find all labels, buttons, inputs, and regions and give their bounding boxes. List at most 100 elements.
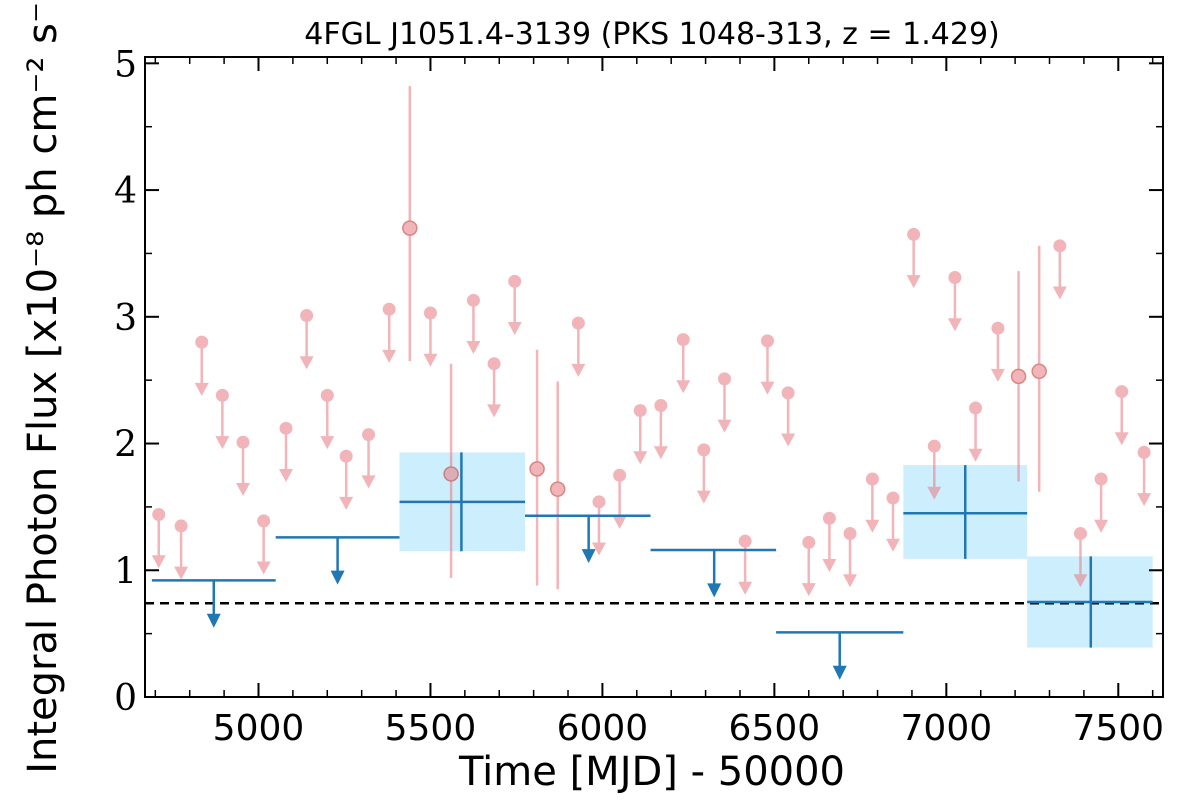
plot-background bbox=[145, 57, 1163, 697]
short-ul-marker bbox=[991, 321, 1005, 335]
short-bin-point-46 bbox=[1114, 385, 1129, 446]
short-ul-arrow bbox=[822, 559, 837, 572]
short-ul-marker bbox=[320, 388, 334, 402]
y-tick-label: 4 bbox=[114, 171, 137, 212]
short-ul-arrow bbox=[927, 486, 942, 500]
short-ul-arrow bbox=[717, 419, 732, 433]
short-bin-point-21 bbox=[591, 495, 606, 556]
data-marks bbox=[145, 86, 1163, 680]
short-bin-point-9 bbox=[339, 449, 354, 510]
short-ul-marker bbox=[382, 302, 396, 316]
short-bin-point-29 bbox=[760, 334, 775, 395]
y-tick-label: 1 bbox=[114, 551, 137, 592]
short-bin-point-16 bbox=[487, 357, 502, 418]
short-bin-point-37 bbox=[927, 439, 942, 500]
short-ul-arrow bbox=[151, 555, 166, 569]
long-ul-arrow bbox=[206, 613, 221, 628]
short-ul-arrow bbox=[571, 363, 586, 377]
short-ul-arrow bbox=[466, 341, 481, 355]
short-ul-arrow bbox=[968, 448, 983, 462]
short-ul-marker bbox=[654, 399, 668, 413]
y-tick-label: 3 bbox=[114, 298, 137, 339]
x-axis-label: Time [MJD] - 50000 bbox=[458, 749, 845, 795]
short-bin-point-43 bbox=[1052, 239, 1067, 300]
short-bin-point-18 bbox=[529, 349, 545, 586]
short-bin-point-47 bbox=[1137, 445, 1152, 507]
short-ul-marker bbox=[802, 535, 816, 549]
short-bin-point-31 bbox=[801, 535, 816, 597]
short-ul-arrow bbox=[236, 482, 251, 496]
short-bin-point-24 bbox=[653, 399, 668, 460]
short-ul-arrow bbox=[633, 451, 648, 465]
short-detection-marker bbox=[1010, 368, 1027, 385]
short-ul-marker bbox=[339, 449, 353, 463]
short-bin-point-23 bbox=[633, 404, 648, 465]
long-ul-arrow bbox=[707, 583, 722, 598]
long-bin-point-5 bbox=[776, 631, 904, 680]
short-ul-marker bbox=[781, 386, 795, 400]
short-ul-arrow bbox=[591, 542, 606, 556]
short-ul-arrow bbox=[174, 566, 189, 580]
short-bin-point-2 bbox=[194, 335, 209, 396]
short-ul-marker bbox=[466, 293, 480, 307]
short-ul-arrow bbox=[339, 496, 354, 510]
short-bin-point-32 bbox=[822, 511, 837, 572]
long-bin-point-1 bbox=[275, 536, 400, 585]
short-ul-marker bbox=[886, 491, 900, 505]
short-bin-point-27 bbox=[717, 372, 732, 433]
short-ul-marker bbox=[1115, 385, 1129, 399]
short-ul-marker bbox=[487, 357, 501, 371]
short-ul-marker bbox=[279, 421, 293, 435]
short-ul-marker bbox=[236, 435, 250, 449]
short-bin-point-41 bbox=[1010, 271, 1027, 482]
short-ul-marker bbox=[592, 495, 606, 509]
short-ul-marker bbox=[257, 514, 271, 528]
short-ul-arrow bbox=[676, 380, 691, 394]
short-ul-arrow bbox=[886, 538, 901, 552]
plot-area bbox=[145, 57, 1163, 697]
short-ul-arrow bbox=[1052, 286, 1067, 300]
long-bin-point-2 bbox=[399, 452, 526, 552]
short-ul-marker bbox=[1094, 472, 1108, 486]
short-bin-point-44 bbox=[1073, 527, 1088, 588]
short-ul-arrow bbox=[781, 433, 796, 447]
short-bin-point-8 bbox=[320, 388, 335, 450]
short-ul-arrow bbox=[320, 436, 335, 450]
short-bin-point-25 bbox=[676, 333, 691, 394]
short-bin-point-6 bbox=[279, 421, 294, 483]
short-ul-marker bbox=[718, 372, 732, 386]
short-bin-point-4 bbox=[236, 435, 251, 496]
short-ul-marker bbox=[738, 534, 752, 548]
short-ul-arrow bbox=[256, 561, 271, 575]
short-bin-point-3 bbox=[215, 388, 230, 450]
short-bin-point-17 bbox=[507, 274, 522, 336]
short-ul-marker bbox=[571, 316, 585, 330]
short-bin-point-42 bbox=[1031, 245, 1047, 492]
short-bin-point-34 bbox=[865, 472, 880, 533]
short-bin-point-5 bbox=[256, 514, 271, 575]
short-bin-point-1 bbox=[174, 519, 189, 580]
short-ul-arrow bbox=[865, 519, 880, 533]
long-bin-point-7 bbox=[1027, 556, 1153, 648]
y-tick-label: 0 bbox=[114, 678, 137, 719]
short-ul-marker bbox=[508, 274, 522, 288]
x-tick-label: 6500 bbox=[729, 708, 821, 749]
short-ul-marker bbox=[1053, 239, 1067, 253]
x-tick-label: 7500 bbox=[1072, 708, 1164, 749]
long-ul-arrow bbox=[330, 570, 345, 585]
y-tick-label: 5 bbox=[114, 44, 137, 85]
short-ul-marker bbox=[174, 519, 188, 533]
short-ul-arrow bbox=[1114, 432, 1129, 446]
short-ul-arrow bbox=[801, 583, 816, 597]
short-ul-arrow bbox=[1094, 519, 1109, 533]
short-bin-point-36 bbox=[906, 227, 921, 289]
short-ul-marker bbox=[1137, 445, 1151, 459]
short-bin-point-38 bbox=[947, 271, 962, 332]
short-ul-arrow bbox=[194, 382, 209, 396]
short-ul-marker bbox=[1073, 527, 1087, 541]
short-ul-arrow bbox=[487, 404, 502, 418]
long-bin-point-6 bbox=[903, 465, 1028, 559]
short-bin-point-13 bbox=[423, 306, 438, 367]
long-bin-point-4 bbox=[650, 548, 777, 598]
